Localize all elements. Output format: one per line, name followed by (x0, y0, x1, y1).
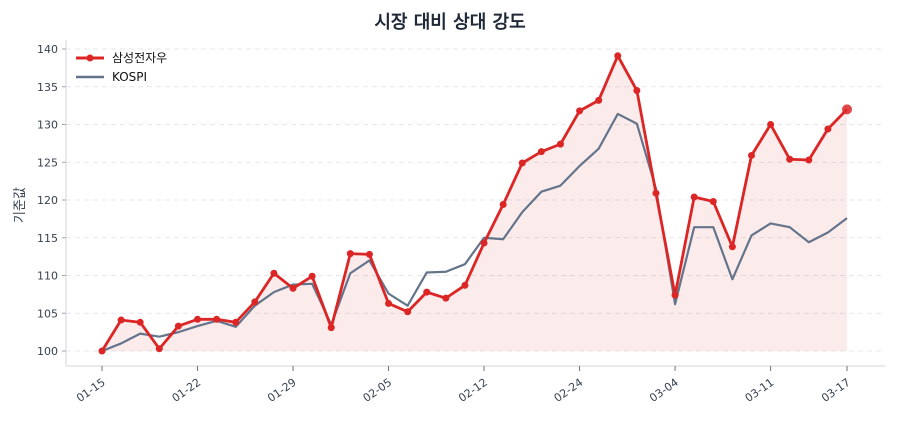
x-tick-label: 03-17 (819, 376, 853, 405)
samsung-point (556, 140, 564, 148)
samsung-point (442, 294, 450, 302)
samsung-point (194, 315, 202, 323)
x-tick-label: 01-22 (170, 376, 204, 405)
samsung-point (423, 288, 431, 296)
samsung-point (365, 250, 373, 258)
samsung-point (480, 239, 488, 247)
samsung-point (652, 189, 660, 197)
samsung-point (117, 316, 125, 324)
samsung-point (251, 298, 259, 306)
x-tick-label: 01-15 (74, 376, 108, 405)
samsung-point (136, 318, 144, 326)
legend-label-kospi: KOSPI (112, 70, 147, 84)
y-axis-label: 기준값 (13, 187, 28, 223)
samsung-point (308, 272, 316, 280)
samsung-point (747, 151, 755, 159)
x-tick-label: 02-12 (456, 376, 490, 405)
x-tick-label: 02-05 (361, 376, 395, 405)
samsung-point (327, 324, 335, 332)
legend: 삼성전자우 KOSPI (76, 51, 167, 84)
y-tick-label: 105 (37, 307, 58, 320)
samsung-point (690, 193, 698, 201)
samsung-point (98, 347, 106, 355)
samsung-point (155, 345, 163, 353)
y-tick-label: 115 (37, 232, 58, 245)
samsung-point (805, 156, 813, 164)
x-tick-label: 03-04 (647, 376, 681, 405)
legend-label-samsung: 삼성전자우 (112, 51, 167, 65)
samsung-point (633, 87, 641, 95)
chart-title: 시장 대비 상대 강도 (374, 12, 525, 33)
y-tick-label: 135 (37, 81, 58, 94)
samsung-point (385, 299, 393, 307)
samsung-point (824, 125, 832, 133)
x-tick-label: 03-11 (743, 376, 777, 405)
legend-marker-samsung (86, 54, 94, 62)
y-tick-label: 130 (37, 119, 58, 132)
samsung-point (232, 318, 240, 326)
samsung-point (767, 121, 775, 128)
samsung-line (100, 54, 849, 352)
samsung-point (595, 96, 603, 104)
samsung-point (786, 155, 794, 163)
samsung-point (728, 243, 736, 251)
x-tick-label: 02-24 (552, 376, 586, 405)
samsung-point (518, 159, 526, 167)
samsung-point (270, 269, 278, 277)
samsung-point (404, 308, 412, 316)
samsung-point (289, 284, 297, 292)
samsung-point (499, 201, 507, 209)
samsung-point (461, 281, 469, 289)
y-tick-label: 120 (37, 194, 58, 207)
samsung-point (174, 322, 182, 330)
y-tick-label: 140 (37, 43, 58, 56)
samsung-point (614, 52, 622, 60)
samsung-area-fill (102, 55, 847, 352)
samsung-point (709, 198, 717, 206)
y-tick-label: 110 (37, 270, 58, 283)
samsung-point (213, 315, 221, 323)
x-tick-label: 01-29 (265, 376, 299, 405)
y-tick-label: 125 (37, 156, 58, 169)
y-tick-label: 100 (37, 345, 58, 358)
samsung-point (671, 291, 679, 299)
samsung-point (537, 148, 545, 156)
kospi-line (101, 112, 848, 353)
samsung-last-point (842, 104, 852, 115)
samsung-point (346, 250, 354, 258)
samsung-point (576, 107, 584, 115)
